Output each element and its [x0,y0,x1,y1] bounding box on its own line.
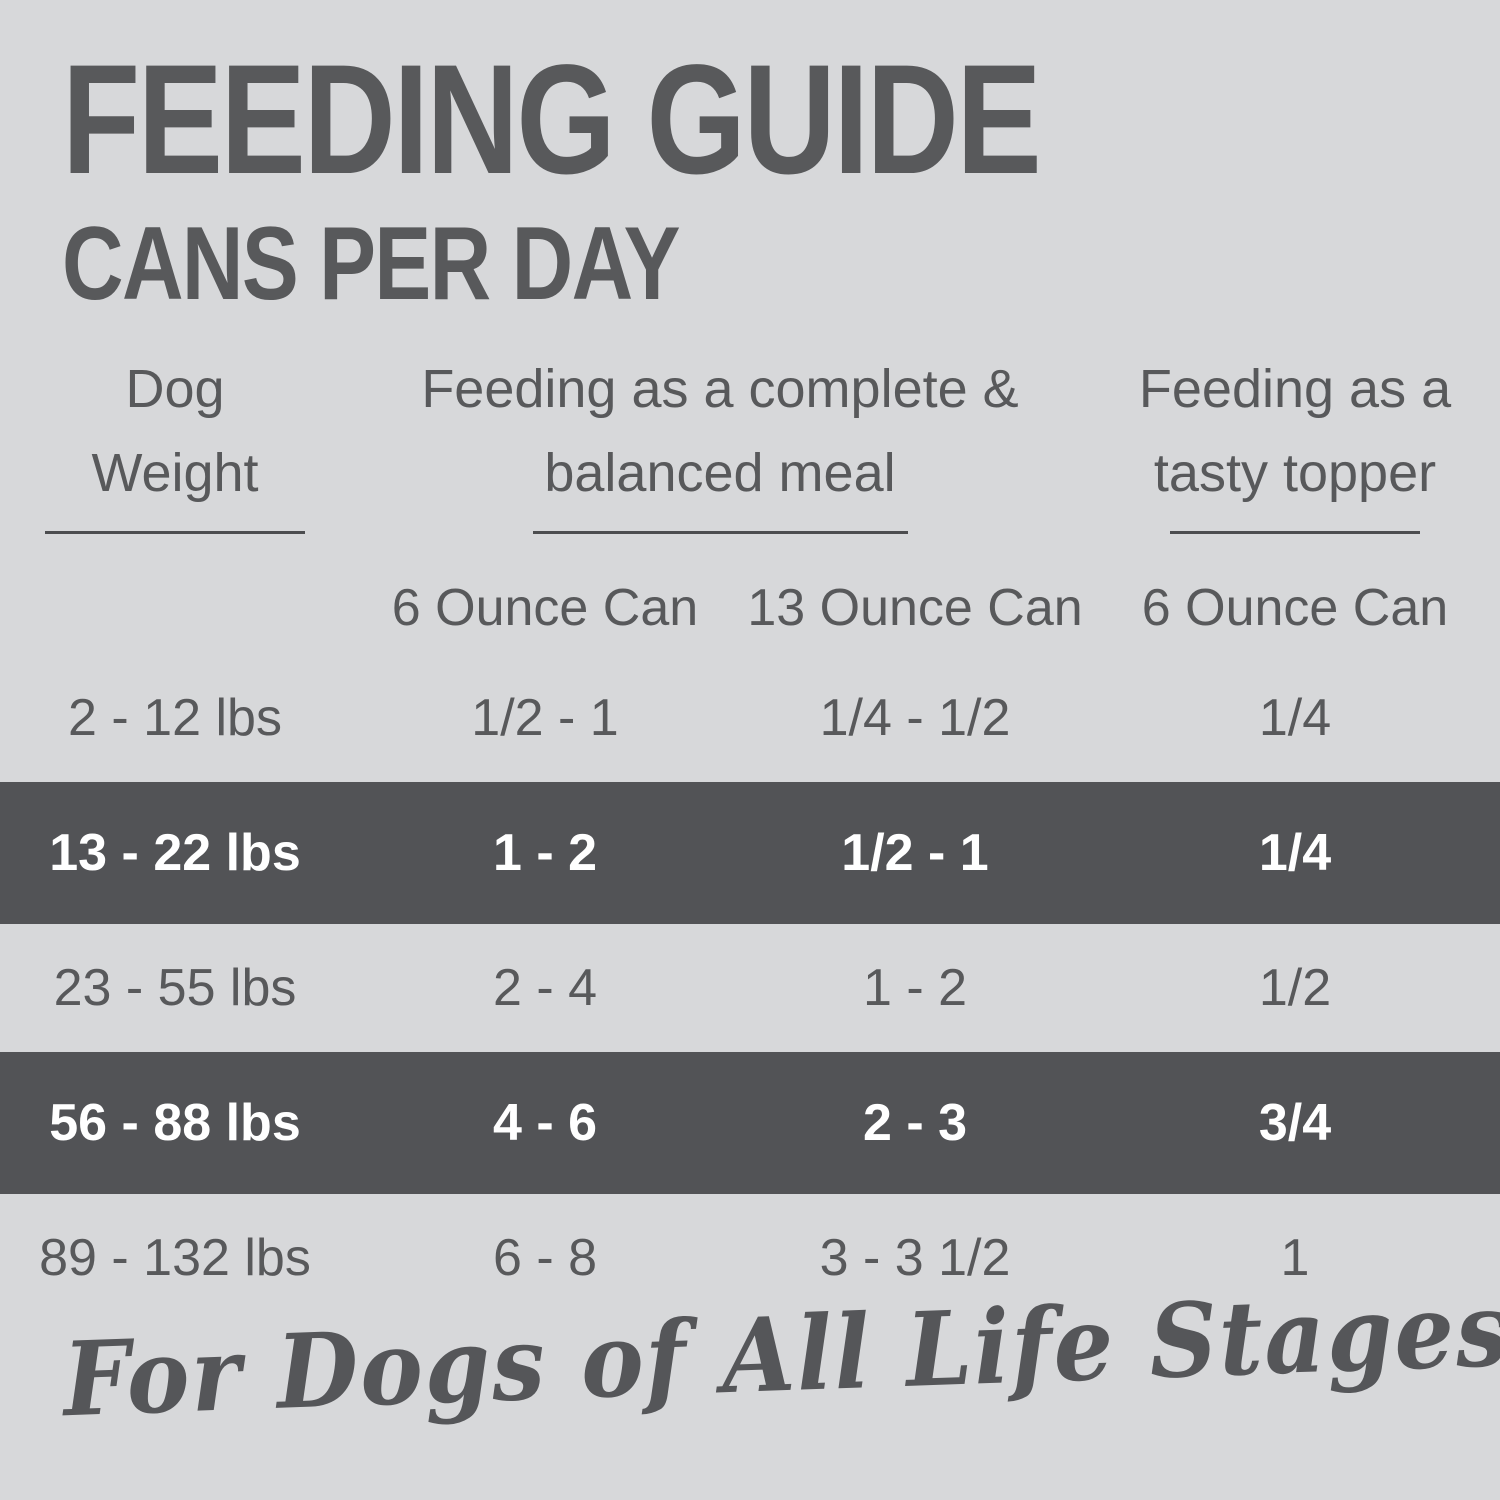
cell-13oz-meal: 1/4 - 1/2 [819,689,1011,748]
table-row: 23 - 55 lbs 2 - 4 1 - 2 1/2 [0,924,1500,1052]
cell-6oz-topper: 1/4 [1258,689,1332,748]
subheader-13oz-meal: 13 Ounce Can [747,579,1083,638]
cell-dog-weight: 23 - 55 lbs [53,959,297,1018]
column-group-complete-meal: Feeding as a complete & balanced meal [350,348,1090,535]
cell-dog-weight: 13 - 22 lbs [49,824,301,883]
column-group-header-row: Dog Weight Feeding as a complete & balan… [0,348,1500,535]
subheader-row: 6 Ounce Can 13 Ounce Can 6 Ounce Can [0,562,1500,654]
cell-6oz-meal: 2 - 4 [492,959,598,1018]
cell-dog-weight: 56 - 88 lbs [49,1094,301,1153]
headline: FEEDING GUIDE CANS PER DAY [62,42,1254,316]
cell-6oz-meal: 1/2 - 1 [471,689,619,748]
column-group-label: Feeding as a complete & balanced meal [421,359,1019,503]
table-row: 89 - 132 lbs 6 - 8 3 - 3 1/2 1 [0,1194,1500,1322]
column-group-dog-weight: Dog Weight [0,348,350,535]
underline-divider [45,531,305,535]
cell-13oz-meal: 1/2 - 1 [841,824,989,883]
cell-13oz-meal: 2 - 3 [862,1094,968,1153]
footer: For Dogs of All Life Stages [0,1270,1500,1440]
cell-6oz-topper: 1 [1280,1229,1310,1288]
column-group-label: Feeding as a tasty topper [1138,359,1452,503]
cell-6oz-topper: 1/2 [1258,959,1332,1018]
table-row-highlighted: 13 - 22 lbs 1 - 2 1/2 - 1 1/4 [0,782,1500,925]
subheader-6oz-topper: 6 Ounce Can [1141,579,1449,638]
underline-divider [1170,531,1420,535]
cell-6oz-meal: 4 - 6 [492,1094,598,1153]
column-group-label: Dog Weight [91,359,259,503]
cell-6oz-topper: 1/4 [1258,824,1332,883]
cell-13oz-meal: 3 - 3 1/2 [819,1229,1011,1288]
cell-13oz-meal: 1 - 2 [862,959,968,1018]
column-group-tasty-topper: Feeding as a tasty topper [1090,348,1500,535]
cell-6oz-meal: 1 - 2 [492,824,598,883]
page-title: FEEDING GUIDE [62,33,1042,207]
underline-divider [532,531,908,535]
table-row-highlighted: 56 - 88 lbs 4 - 6 2 - 3 3/4 [0,1052,1500,1195]
subheader-6oz-meal: 6 Ounce Can [391,579,699,638]
tagline-script-text: For Dogs of All Life Stages [61,1269,1500,1441]
table-row: 2 - 12 lbs 1/2 - 1 1/4 - 1/2 1/4 [0,654,1500,782]
cell-dog-weight: 2 - 12 lbs [68,689,282,748]
feeding-table: Dog Weight Feeding as a complete & balan… [0,348,1500,1322]
cell-6oz-topper: 3/4 [1258,1094,1332,1153]
cell-dog-weight: 89 - 132 lbs [39,1229,311,1288]
cell-6oz-meal: 6 - 8 [492,1229,598,1288]
page-subtitle: CANS PER DAY [62,206,681,322]
